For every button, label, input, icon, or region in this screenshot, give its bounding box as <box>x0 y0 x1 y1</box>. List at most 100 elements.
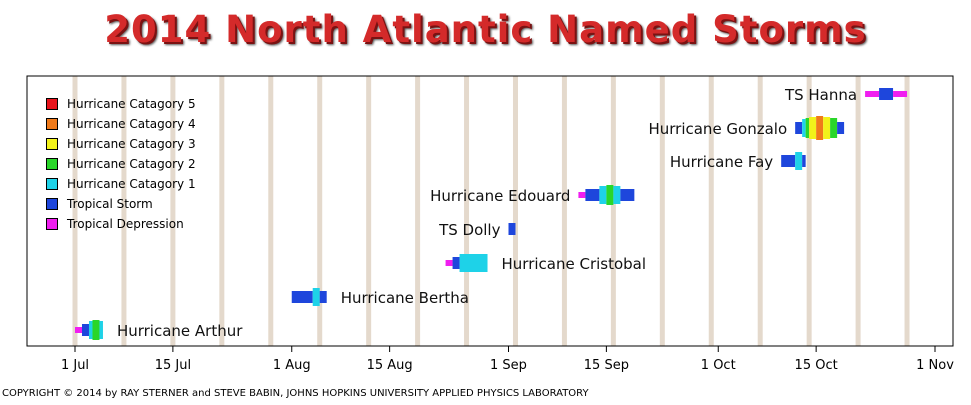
x-tick-label-4: 1 Sep <box>490 358 527 373</box>
storm-label-3: TS Dolly <box>438 221 501 239</box>
legend-swatch-icon <box>46 98 58 110</box>
x-axis-ticks: 1 Jul 15 Jul 1 Aug 15 Aug 1 Sep 15 Sep 1 Oct 15… <box>61 346 954 373</box>
x-tick-label-3: 15 Aug <box>367 358 413 373</box>
gridline-band-8 <box>464 76 470 346</box>
storm-label-6: Hurricane Gonzalo <box>648 120 787 138</box>
storm-label-1: Hurricane Bertha <box>341 289 469 307</box>
legend-swatch-icon <box>46 138 58 150</box>
legend-item-4: Hurricane Catagory 1 <box>46 174 196 194</box>
legend-swatch-icon <box>46 198 58 210</box>
gridline-band-10 <box>561 76 567 346</box>
storm-segment-7-1 <box>879 88 894 100</box>
x-tick-label-2: 1 Aug <box>273 358 311 373</box>
storm-segment-0-2 <box>88 321 93 339</box>
storm-label-0: Hurricane Arthur <box>117 322 243 340</box>
storm-segment-7-2 <box>893 91 908 97</box>
gridline-band-7 <box>415 76 421 346</box>
legend-item-3: Hurricane Catagory 2 <box>46 154 196 174</box>
x-tick-label-6: 1 Oct <box>701 358 736 373</box>
storm-hurricane-edouard: Hurricane Edouard <box>430 185 635 205</box>
storm-segment-0-0 <box>75 327 82 333</box>
legend-swatch-icon <box>46 118 58 130</box>
gridline-band-3 <box>219 76 225 346</box>
storm-segment-2-1 <box>452 257 460 269</box>
storm-segment-6-5 <box>823 117 831 139</box>
legend-swatch-icon <box>46 178 58 190</box>
legend-label: Tropical Storm <box>67 197 153 211</box>
legend-swatch-icon <box>46 158 58 170</box>
storm-label-2: Hurricane Cristobal <box>502 255 647 273</box>
x-tick-label-5: 15 Sep <box>584 358 629 373</box>
storm-segment-4-1 <box>585 189 600 201</box>
gridline-band-2 <box>170 76 176 346</box>
gridline-band-17 <box>904 76 910 346</box>
plot-border <box>26 75 954 347</box>
gridline-band-0 <box>72 76 78 346</box>
gridline-band-6 <box>366 76 372 346</box>
storm-segment-6-2 <box>805 118 810 138</box>
storm-label-5: Hurricane Fay <box>670 153 773 171</box>
x-tick-label-1: 15 Jul <box>155 358 191 373</box>
storm-segment-4-2 <box>599 186 607 204</box>
gridline-band-5 <box>317 76 323 346</box>
storm-segment-6-3 <box>809 117 817 139</box>
gridline-band-14 <box>757 76 763 346</box>
gridline-band-11 <box>610 76 616 346</box>
legend-item-6: Tropical Depression <box>46 214 196 234</box>
storm-segment-6-0 <box>795 122 803 134</box>
storm-segment-5-2 <box>802 155 806 167</box>
legend-label: Tropical Depression <box>67 217 184 231</box>
storm-segment-4-5 <box>620 189 635 201</box>
plot-frame <box>26 75 954 347</box>
storm-segment-6-4 <box>816 116 824 140</box>
storm-segment-1-2 <box>319 291 327 303</box>
storm-hurricane-gonzalo: Hurricane Gonzalo <box>648 116 845 140</box>
gridline-bands <box>72 76 910 346</box>
storm-segment-5-0 <box>781 155 796 167</box>
legend: Hurricane Catagory 5 Hurricane Catagory 4… <box>46 94 196 234</box>
storm-segment-1-1 <box>312 288 320 306</box>
legend-item-5: Tropical Storm <box>46 194 196 214</box>
storm-segment-4-4 <box>613 186 621 204</box>
x-tick-label-0: 1 Jul <box>61 358 89 373</box>
gridline-band-12 <box>659 76 665 346</box>
storm-ts-hanna: TS Hanna <box>784 86 908 104</box>
gridline-band-15 <box>806 76 812 346</box>
storm-segment-6-1 <box>802 119 806 137</box>
storm-segment-4-0 <box>578 192 586 198</box>
x-tick-label-7: 15 Oct <box>795 358 838 373</box>
storm-segment-5-1 <box>795 152 803 170</box>
storm-segment-0-3 <box>92 320 100 340</box>
legend-label: Hurricane Catagory 5 <box>67 97 196 111</box>
storm-hurricane-cristobal: Hurricane Cristobal <box>445 254 647 273</box>
storm-segment-0-4 <box>99 321 103 339</box>
legend-label: Hurricane Catagory 4 <box>67 117 196 131</box>
legend-item-0: Hurricane Catagory 5 <box>46 94 196 114</box>
storm-hurricane-arthur: Hurricane Arthur <box>75 320 243 340</box>
x-tick-label-8: 1 Nov <box>916 358 954 373</box>
gridline-band-13 <box>708 76 714 346</box>
gridline-band-9 <box>512 76 518 346</box>
storm-segment-0-1 <box>81 324 89 336</box>
storm-ts-dolly: TS Dolly <box>438 221 516 239</box>
storm-segment-7-0 <box>865 91 880 97</box>
storm-tracks: Hurricane Arthur Hurricane Bertha Hurrican… <box>75 86 908 340</box>
legend-label: Hurricane Catagory 3 <box>67 137 196 151</box>
storm-hurricane-bertha: Hurricane Bertha <box>291 288 469 307</box>
storm-label-4: Hurricane Edouard <box>430 187 570 205</box>
gridline-band-16 <box>855 76 861 346</box>
storm-segment-6-6 <box>830 118 838 138</box>
legend-swatch-icon <box>46 218 58 230</box>
copyright-text: COPYRIGHT © 2014 by RAY STERNER and STEV… <box>2 388 589 399</box>
storm-segment-1-0 <box>291 291 313 303</box>
storm-segment-2-0 <box>445 260 453 266</box>
legend-label: Hurricane Catagory 2 <box>67 157 196 171</box>
gridline-band-1 <box>121 76 127 346</box>
storm-segment-2-2 <box>459 254 488 272</box>
legend-label: Hurricane Catagory 1 <box>67 177 196 191</box>
legend-item-2: Hurricane Catagory 3 <box>46 134 196 154</box>
gridline-band-4 <box>268 76 274 346</box>
storm-segment-4-3 <box>606 185 614 205</box>
storm-segment-6-7 <box>837 122 845 134</box>
